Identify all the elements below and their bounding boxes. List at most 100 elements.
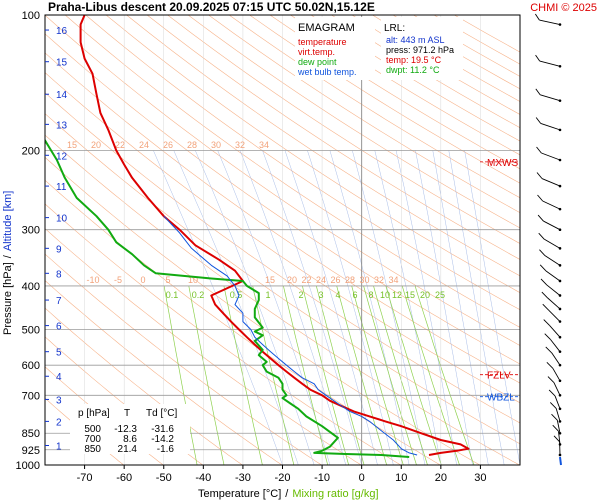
pressure-tick-label: 100 xyxy=(22,10,40,22)
dry-adiabat-line xyxy=(167,15,520,244)
wind-barb-shaft xyxy=(553,382,561,396)
potential-temp-labels: 15 20 22 24 26 28 30 32 34 -10 -5 0 5 10 15 20 22 24 26 28 3… xyxy=(67,140,399,285)
wind-barb-shaft xyxy=(550,339,561,352)
wind-barb-flag xyxy=(536,146,542,154)
mixing-ratio-label: 10 xyxy=(380,290,390,300)
lrl-dewpoint: dwpt: 11.2 °C xyxy=(386,65,440,75)
wind-barb-shaft xyxy=(544,255,561,266)
theta-label: 15 xyxy=(265,275,275,285)
altitude-tick-label: 13 xyxy=(56,120,68,131)
table-cell: -31.6 xyxy=(151,424,174,435)
dry-adiabat-line xyxy=(187,15,520,229)
profile-series xyxy=(45,15,470,458)
wind-barb-flag xyxy=(542,303,549,311)
temperature-tick-label: 20 xyxy=(435,472,447,484)
theta-label: 0 xyxy=(140,275,145,285)
dry-adiabat-line xyxy=(105,15,520,294)
temperature-tick-label: -60 xyxy=(116,472,132,484)
levels-table: p [hPa] T Td [°C] 500 -12.3 -31.6 700 8.… xyxy=(70,404,190,455)
legend: EMAGRAM temperature virt.temp. dew point… xyxy=(295,17,375,80)
y-axis-label-secondary: Altitude [km] xyxy=(2,191,14,252)
legend-temperature: temperature xyxy=(298,37,347,47)
wind-barb-shaft xyxy=(549,325,561,338)
wind-barb-shaft xyxy=(554,395,561,409)
table-header-t: T xyxy=(124,408,130,419)
wind-barb-flag xyxy=(539,249,546,256)
wind-barb-shaft xyxy=(541,152,561,161)
wind-barb-shaft xyxy=(539,60,561,67)
lrl-title: LRL: xyxy=(384,23,405,34)
table-cell: 850 xyxy=(84,444,101,455)
theta-label: 22 xyxy=(301,275,311,285)
wind-barb-flag xyxy=(553,435,560,443)
mixing-ratio-label: 20 xyxy=(420,290,430,300)
y-axis-label: Pressure [hPa] xyxy=(2,262,14,335)
temperature-tick-label: -40 xyxy=(195,472,211,484)
altitude-tick-label: 2 xyxy=(56,417,62,428)
mixing-ratio-label: 0.1 xyxy=(166,290,179,300)
mixing-ratio-label: 2 xyxy=(298,290,303,300)
wind-barb-flag xyxy=(551,413,558,421)
wind-barb-flag xyxy=(547,376,555,383)
y-axis-title: Pressure [hPa] / Altitude [km] xyxy=(2,191,14,335)
y-axis-separator: / xyxy=(2,254,14,258)
dry-adiabat-line xyxy=(45,15,520,346)
wind-barb-shaft xyxy=(539,19,561,25)
temperature-tick-label: -10 xyxy=(314,472,330,484)
wind-barb-flag xyxy=(534,13,540,21)
pressure-tick-label: 500 xyxy=(22,325,40,337)
dry-adiabat-line xyxy=(228,15,520,199)
mixing-ratio-label: 8 xyxy=(368,290,373,300)
wind-barb-flag xyxy=(536,172,543,179)
theta-label: -10 xyxy=(86,275,99,285)
altitude-tick-label: 16 xyxy=(56,26,68,37)
temperature-tick-label: -70 xyxy=(77,472,93,484)
wind-barb-shaft xyxy=(543,220,561,231)
x-axis-label-secondary: Mixing ratio [g/kg] xyxy=(292,488,378,500)
pressure-tick-label: 600 xyxy=(22,360,40,372)
legend-dew-point: dew point xyxy=(298,57,337,67)
temperature-tick-labels: -70 -60 -50 -40 -30 -20 -10 0 10 20 30 xyxy=(77,465,487,484)
dry-adiabat-line xyxy=(45,33,520,365)
temperature-tick-label: 10 xyxy=(395,472,407,484)
lrl-temperature: temp: 19.5 °C xyxy=(386,55,442,65)
theta-label: 30 xyxy=(211,140,221,150)
altitude-tick-label: 10 xyxy=(56,214,68,225)
marker-label-fzlv: FZLV xyxy=(487,371,511,382)
temperature-tick-label: 0 xyxy=(359,472,365,484)
x-axis-label: Temperature [°C] xyxy=(198,488,281,500)
wind-barb-shaft xyxy=(552,368,561,382)
dry-adiabat-line xyxy=(45,52,520,384)
series-temperatureline xyxy=(79,15,470,456)
theta-label: 28 xyxy=(187,140,197,150)
series-dew-pointline xyxy=(45,138,410,458)
wind-barb-flag xyxy=(537,214,544,222)
table-cell: -1.6 xyxy=(157,444,175,455)
table-cell: 700 xyxy=(84,434,101,445)
table-header-td: Td [°C] xyxy=(146,408,177,419)
wind-barb-flag xyxy=(535,54,541,62)
altitude-tick-label: 9 xyxy=(56,244,62,255)
wind-barb-flag xyxy=(549,402,557,409)
mixing-ratio-label: 12 xyxy=(392,290,402,300)
wind-barb-flag xyxy=(546,362,554,369)
theta-label: 30 xyxy=(359,275,369,285)
wind-barb-flag xyxy=(548,389,556,397)
wind-lowest-segment xyxy=(559,456,562,466)
mixing-ratio-label: 0.2 xyxy=(192,290,205,300)
mixing-ratio-label: 0.5 xyxy=(230,290,243,300)
mixing-ratio-label: 4 xyxy=(335,290,340,300)
temperature-tick-label: 30 xyxy=(474,472,486,484)
wind-barb-shaft xyxy=(551,352,561,366)
wind-barb-flag xyxy=(538,232,545,240)
theta-label: 24 xyxy=(316,275,326,285)
theta-label: 24 xyxy=(139,140,149,150)
wind-barb-flag xyxy=(535,117,542,124)
wind-barb-flag xyxy=(543,319,550,326)
table-cell: -12.3 xyxy=(114,424,137,435)
wind-barb-dot xyxy=(558,23,562,26)
altitude-tick-label: 15 xyxy=(56,58,68,69)
altitude-tick-label: 6 xyxy=(56,322,62,333)
dry-adiabat-line xyxy=(208,15,520,214)
x-axis-separator: / xyxy=(285,488,289,500)
